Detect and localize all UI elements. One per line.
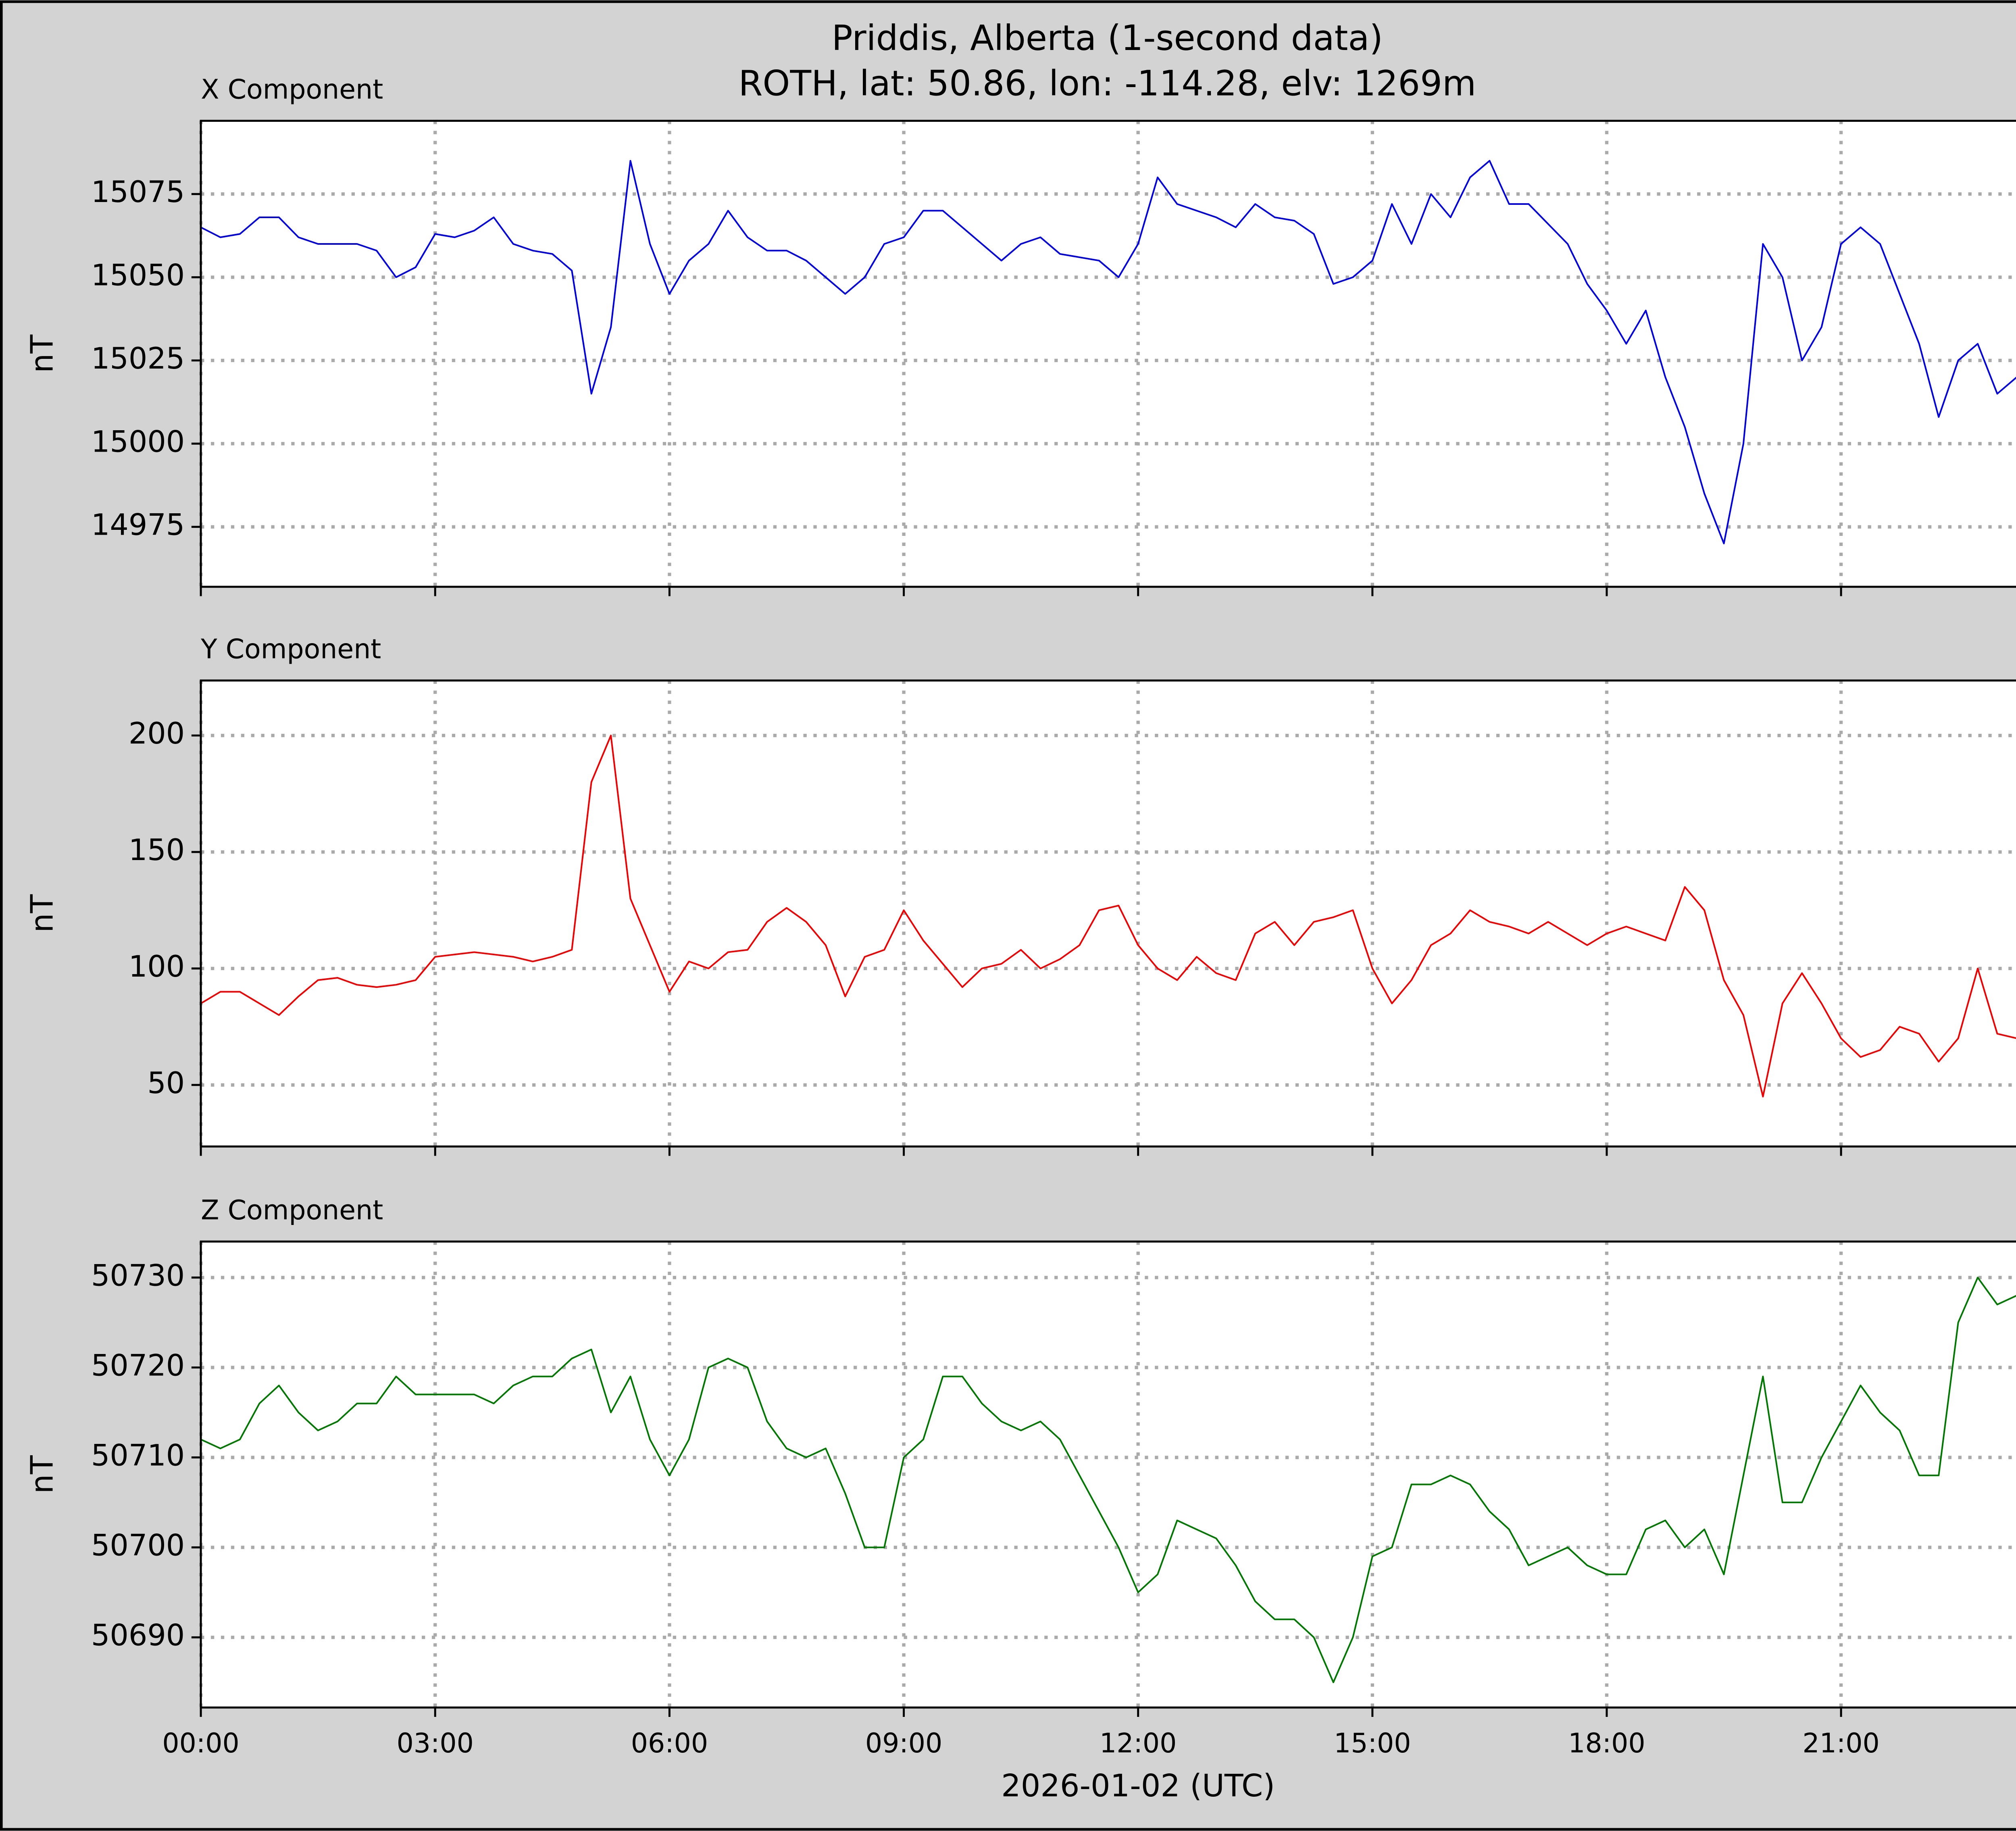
chart-subtitle: ROTH, lat: 50.86, lon: -114.28, elv: 126… — [738, 64, 1476, 104]
plot-area — [201, 121, 2016, 587]
x-tick-label: 09:00 — [865, 1727, 942, 1759]
y-tick-label: 50690 — [91, 1619, 185, 1653]
panel-title: Y Component — [200, 633, 381, 665]
plot-frame — [200, 679, 2016, 1148]
y-tick-label: 50720 — [91, 1348, 185, 1383]
y-tick-label: 15075 — [91, 175, 185, 209]
data-line — [200, 1277, 2016, 1683]
data-line — [200, 735, 2016, 1098]
y-tick-label: 50710 — [91, 1439, 185, 1473]
x-tick-label: 21:00 — [1802, 1727, 1879, 1759]
plot-area — [201, 680, 2016, 1147]
y-tick-label: 50700 — [91, 1529, 185, 1563]
y-tick-label: 15025 — [91, 342, 185, 376]
chart-title: Priddis, Alberta (1-second data) — [832, 18, 1383, 58]
y-tick-label: 14975 — [91, 508, 185, 542]
y-tick-label: 100 — [129, 950, 185, 984]
x-tick-label: 15:00 — [1334, 1727, 1411, 1759]
y-axis-label: nT — [25, 335, 60, 373]
y-tick-label: 50 — [147, 1066, 185, 1100]
y-tick-label: 15000 — [91, 425, 185, 459]
y-tick-label: 200 — [129, 717, 185, 751]
plot-area — [201, 1241, 2016, 1708]
x-axis-label: 2026-01-02 (UTC) — [1001, 1768, 1275, 1804]
plot-frame — [200, 120, 2016, 588]
panel-title: X Component — [201, 74, 383, 105]
panel-title: Z Component — [201, 1194, 383, 1226]
x-tick-label: 18:00 — [1568, 1727, 1645, 1759]
y-tick-label: 150 — [129, 833, 185, 867]
data-line — [200, 160, 2016, 544]
y-tick-label: 50730 — [91, 1258, 185, 1293]
plot-frame — [200, 1240, 2016, 1709]
x-tick-label: 06:00 — [631, 1727, 708, 1759]
x-tick-label: 03:00 — [397, 1727, 474, 1759]
y-axis-label: nT — [25, 894, 60, 933]
y-axis-label: nT — [25, 1455, 60, 1494]
y-tick-label: 15050 — [91, 258, 185, 293]
x-tick-label: 12:00 — [1100, 1727, 1177, 1759]
x-tick-label: 00:00 — [162, 1727, 239, 1759]
